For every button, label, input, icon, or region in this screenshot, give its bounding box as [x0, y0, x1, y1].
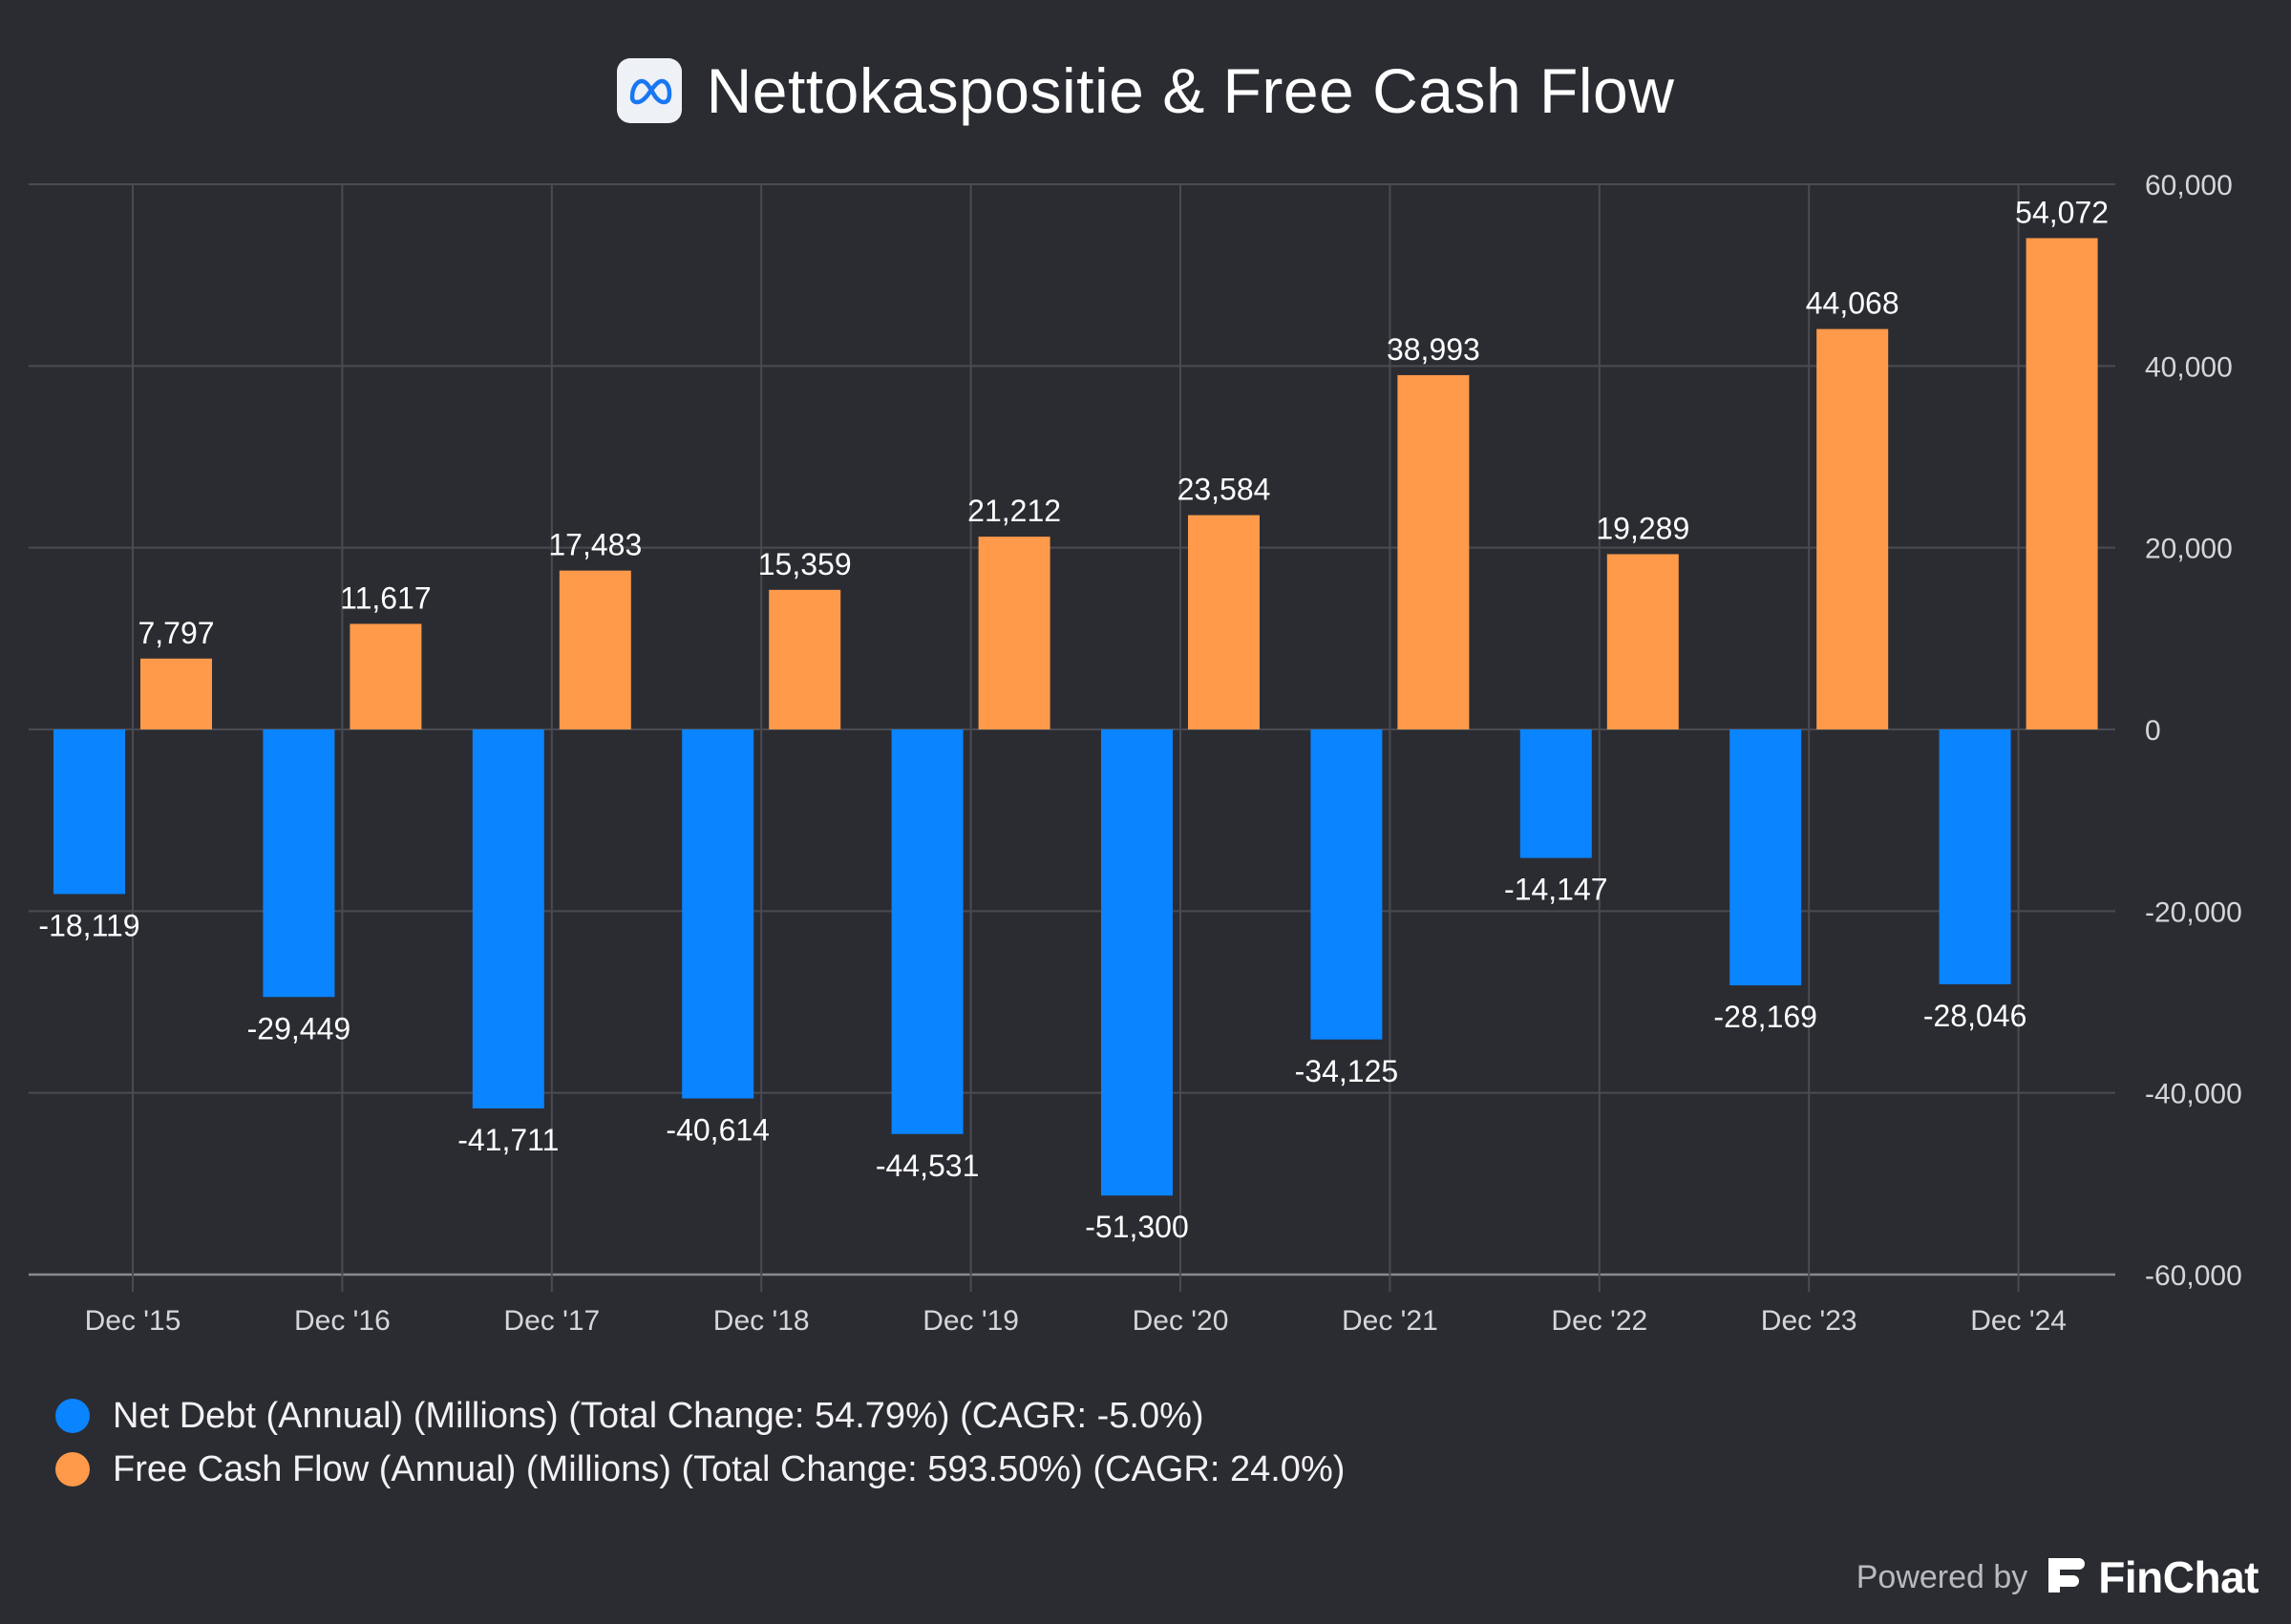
y-tick-label: -40,000 — [2145, 1079, 2242, 1110]
legend-item-free-cash-flow[interactable]: Free Cash Flow (Annual) (Millions) (Tota… — [55, 1443, 1345, 1496]
finchat-brand: FinChat — [2098, 1552, 2259, 1602]
free-cash-flow-value-label: 19,289 — [1596, 511, 1689, 545]
y-tick-label: -60,000 — [2145, 1260, 2242, 1292]
x-tick-label: Dec '21 — [1342, 1305, 1438, 1337]
grid-lines — [29, 183, 2115, 1292]
net-debt-value-label: -28,046 — [1923, 999, 2027, 1033]
x-tick-label: Dec '24 — [1970, 1305, 2067, 1337]
net-debt-swatch-icon — [55, 1399, 90, 1433]
net-debt-value-label: -28,169 — [1713, 1000, 1817, 1034]
net-debt-value-label: -40,614 — [666, 1113, 770, 1148]
data-labels: -18,119 -29,449 -41,711 -40,614 -44,531 -51,3… — [38, 195, 2109, 1244]
free-cash-flow-value-label: 17,483 — [548, 528, 642, 562]
free-cash-flow-value-label: 11,617 — [340, 580, 432, 615]
y-tick-label: 40,000 — [2145, 351, 2233, 383]
free-cash-flow-bar[interactable] — [1188, 515, 1260, 729]
x-tick-label: Dec '20 — [1133, 1305, 1229, 1337]
y-tick-label: 0 — [2145, 715, 2161, 747]
net-debt-bar[interactable] — [891, 729, 964, 1134]
legend-item-net-debt[interactable]: Net Debt (Annual) (Millions) (Total Chan… — [55, 1389, 1345, 1443]
net-debt-value-label: -41,711 — [457, 1123, 559, 1157]
x-tick-label: Dec '18 — [713, 1305, 810, 1337]
net-debt-value-label: -51,300 — [1085, 1210, 1189, 1244]
free-cash-flow-value-label: 15,359 — [758, 547, 852, 581]
y-tick-label: 20,000 — [2145, 534, 2233, 565]
y-tick-label: -20,000 — [2145, 896, 2242, 928]
free-cash-flow-bar[interactable] — [769, 589, 841, 729]
net-debt-value-label: -34,125 — [1295, 1054, 1399, 1088]
net-debt-bar[interactable] — [1939, 729, 2011, 984]
net-debt-bar[interactable] — [1310, 729, 1383, 1040]
free-cash-flow-bar[interactable] — [1606, 554, 1679, 729]
finchat-logo-icon — [2045, 1554, 2087, 1601]
x-tick-label: Dec '19 — [923, 1305, 1019, 1337]
x-tick-label: Dec '17 — [503, 1305, 600, 1337]
free-cash-flow-bar[interactable] — [559, 570, 631, 729]
free-cash-flow-value-label: 7,797 — [138, 616, 214, 650]
legend-label-free-cash-flow: Free Cash Flow (Annual) (Millions) (Tota… — [113, 1448, 1346, 1489]
x-tick-label: Dec '15 — [85, 1305, 181, 1337]
net-debt-bar[interactable] — [1101, 729, 1173, 1196]
net-debt-bar[interactable] — [682, 729, 754, 1099]
free-cash-flow-bar[interactable] — [1397, 374, 1470, 729]
legend: Net Debt (Annual) (Millions) (Total Chan… — [55, 1389, 1345, 1496]
meta-logo-icon — [616, 58, 682, 123]
powered-by-label: Powered by — [1856, 1558, 2028, 1595]
free-cash-flow-bar[interactable] — [1816, 328, 1889, 729]
net-debt-bar[interactable] — [53, 729, 125, 895]
legend-label-net-debt: Net Debt (Annual) (Millions) (Total Chan… — [113, 1395, 1204, 1436]
free-cash-flow-value-label: 23,584 — [1177, 473, 1271, 507]
free-cash-flow-bar[interactable] — [140, 658, 212, 729]
free-cash-flow-swatch-icon — [55, 1452, 90, 1487]
net-debt-bar[interactable] — [263, 729, 335, 998]
free-cash-flow-bar[interactable] — [978, 537, 1050, 729]
chart-title: Nettokaspositie & Free Cash Flow — [706, 55, 1675, 126]
x-tick-label: Dec '16 — [294, 1305, 391, 1337]
free-cash-flow-bar[interactable] — [350, 623, 422, 729]
axes: 60,000 40,000 20,000 0 -20,000 -40,000 -60,000… — [85, 170, 2242, 1337]
y-tick-label: 60,000 — [2145, 170, 2233, 201]
powered-by-finchat[interactable]: Powered by FinChat — [1856, 1551, 2259, 1603]
chart-plot: -18,119 -29,449 -41,711 -40,614 -44,531 -51,3… — [29, 170, 2242, 1337]
net-debt-bar[interactable] — [1729, 729, 1802, 986]
free-cash-flow-bar[interactable] — [2026, 238, 2098, 729]
free-cash-flow-value-label: 38,993 — [1387, 332, 1480, 367]
net-debt-bar[interactable] — [472, 729, 544, 1108]
net-debt-value-label: -29,449 — [247, 1011, 351, 1045]
net-debt-value-label: -44,531 — [876, 1149, 980, 1183]
x-tick-label: Dec '22 — [1551, 1305, 1647, 1337]
net-debt-value-label: -18,119 — [38, 908, 139, 942]
bars — [53, 238, 2098, 1196]
net-debt-bar[interactable] — [1519, 729, 1592, 858]
net-debt-value-label: -14,147 — [1504, 873, 1608, 907]
x-tick-label: Dec '23 — [1761, 1305, 1857, 1337]
free-cash-flow-value-label: 21,212 — [967, 494, 1061, 528]
free-cash-flow-value-label: 44,068 — [1806, 286, 1899, 321]
chart-title-row: Nettokaspositie & Free Cash Flow — [0, 48, 2291, 134]
free-cash-flow-value-label: 54,072 — [2015, 195, 2109, 229]
